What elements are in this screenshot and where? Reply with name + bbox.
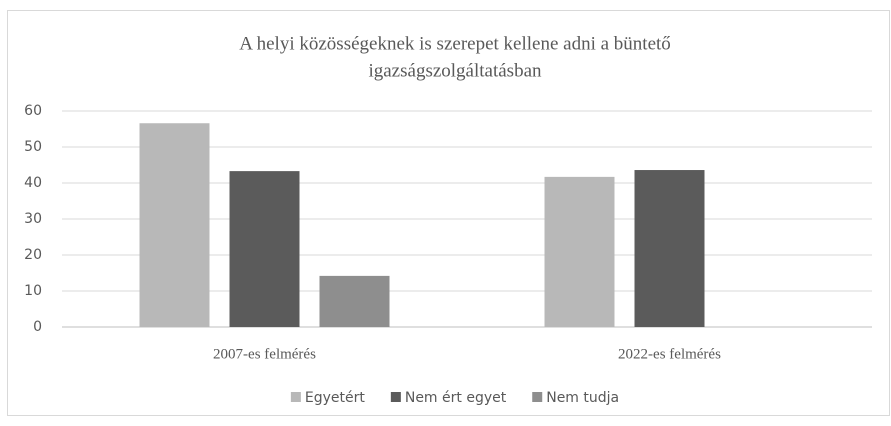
x-tick-label: 2007-es felmérés <box>213 346 316 362</box>
bar <box>139 123 210 328</box>
x-tick-label: 2022-es felmérés <box>618 346 721 362</box>
legend-swatch <box>532 392 543 402</box>
y-tick-label: 50 <box>24 139 42 155</box>
bar <box>319 275 390 327</box>
legend-label: Egyetért <box>305 390 365 406</box>
y-tick-label: 20 <box>24 247 42 263</box>
y-tick-label: 10 <box>24 283 42 299</box>
chart-title: igazságszolgáltatásban <box>368 60 542 81</box>
bar <box>229 171 300 327</box>
y-tick-label: 0 <box>33 319 42 335</box>
legend-label: Nem ért egyet <box>405 390 507 406</box>
y-tick-label: 60 <box>24 103 42 119</box>
y-tick-label: 30 <box>24 211 42 227</box>
chart-title: A helyi közösségeknek is szerepet kellen… <box>239 33 671 54</box>
legend-swatch <box>290 392 301 402</box>
legend-label: Nem tudja <box>546 390 619 406</box>
bar <box>634 170 705 327</box>
legend-swatch <box>390 392 401 402</box>
bar <box>544 176 615 327</box>
y-tick-label: 40 <box>24 175 42 191</box>
